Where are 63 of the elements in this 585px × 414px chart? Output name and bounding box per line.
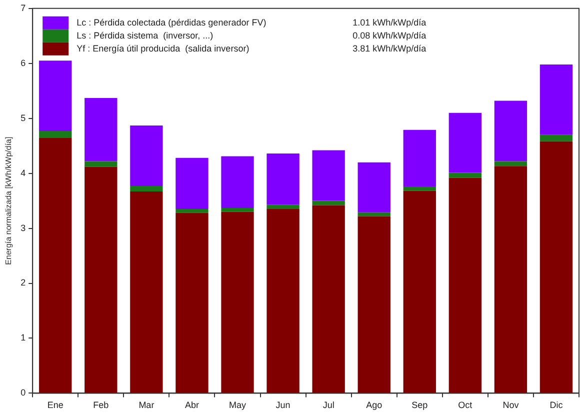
bar xyxy=(176,212,208,393)
bar xyxy=(266,204,300,210)
bar xyxy=(358,212,390,216)
bar xyxy=(540,134,573,142)
x-tick-label: Ene xyxy=(47,400,64,410)
bar xyxy=(494,100,528,162)
bar xyxy=(130,186,163,192)
x-tick-label: May xyxy=(228,400,246,410)
x-tick-label: Dic xyxy=(550,400,564,410)
x-tick-label: Mar xyxy=(138,400,154,410)
bar xyxy=(266,154,300,205)
y-tick-label: 7 xyxy=(20,2,26,13)
bar xyxy=(540,141,573,393)
bar xyxy=(358,216,390,393)
bar xyxy=(403,130,436,187)
annotation: 0.08 kWh/kWp/día xyxy=(352,30,426,40)
y-tick-label: 3 xyxy=(20,222,26,233)
bar xyxy=(39,138,72,393)
bar xyxy=(494,166,528,393)
x-tick-label: Sep xyxy=(412,400,428,410)
bar xyxy=(39,130,72,138)
legend-label: Lc : Pérdida colectada (pérdidas generador FV) xyxy=(76,17,266,28)
x-tick-label: Abr xyxy=(184,400,199,410)
x-tick-label: Jul xyxy=(322,400,334,410)
y-tick-label: 0 xyxy=(20,388,26,398)
bar xyxy=(312,200,345,206)
x-tick-label: Jun xyxy=(276,400,290,410)
bar xyxy=(494,161,528,166)
x-tick-label: Feb xyxy=(93,400,109,410)
bar xyxy=(84,166,118,393)
y-tick-label: 5 xyxy=(20,112,26,123)
bar xyxy=(130,191,163,393)
bar xyxy=(403,186,436,191)
bar xyxy=(176,158,208,210)
bar xyxy=(130,125,163,186)
bar xyxy=(448,172,482,178)
bar xyxy=(312,205,345,393)
x-tick-label: Ago xyxy=(366,400,382,410)
bar xyxy=(84,161,118,167)
bar xyxy=(221,156,254,208)
bar xyxy=(403,190,436,393)
x-tick-label: Oct xyxy=(458,400,473,410)
bar xyxy=(448,178,482,393)
bar xyxy=(448,112,482,173)
bar xyxy=(176,209,208,213)
legend-label: Ls : Pérdida sistema (inversor, ...) xyxy=(76,30,214,40)
y-tick-label: 1 xyxy=(20,332,26,343)
y-axis-title: Energía normalizada [kWh/kWp/día] xyxy=(4,136,14,265)
legend-label: Yf : Energía útil producida (salida inversor) xyxy=(76,43,250,54)
bar xyxy=(221,212,254,393)
bar xyxy=(540,64,573,135)
bar xyxy=(221,208,254,212)
bar xyxy=(84,98,118,162)
annotation: 3.81 kWh/kWp/día xyxy=(352,43,426,54)
y-tick-label: 6 xyxy=(20,58,26,68)
bar xyxy=(312,150,345,201)
bar xyxy=(39,60,72,131)
annotation: 1.01 kWh/kWp/día xyxy=(352,17,426,28)
y-tick-label: 4 xyxy=(20,168,26,178)
bar xyxy=(266,209,300,393)
y-tick-label: 2 xyxy=(20,278,26,288)
bar xyxy=(358,162,390,212)
x-tick-label: Nov xyxy=(502,400,520,410)
